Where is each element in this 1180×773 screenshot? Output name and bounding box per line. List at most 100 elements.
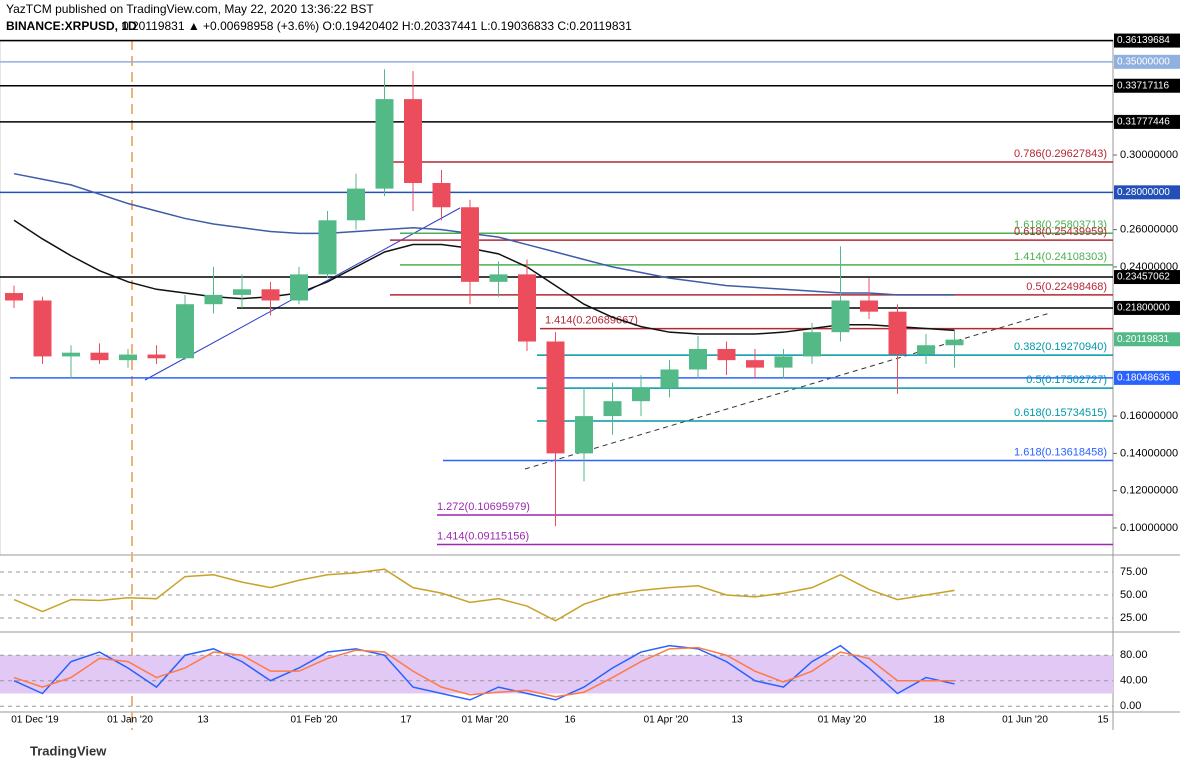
fib-label: 1.618(0.25803713) [1014,219,1107,231]
axis-level-label: 0.31777446 [1117,117,1170,128]
indicator-line [13,568,955,622]
y-tick-label: 0.12000000 [1120,485,1178,497]
x-tick-label: 15 [1097,715,1109,726]
axis-badge [1114,78,1180,93]
candle-body [90,352,109,361]
x-tick-label: 17 [400,715,412,726]
candle-body [945,339,964,346]
candle-body [176,304,194,359]
x-tick-label: 18 [933,715,945,726]
axis-level-label: 0.28000000 [1117,187,1170,198]
candle-body [204,294,223,305]
candle-body [432,183,451,208]
candle-body [803,332,821,357]
candle-body [660,369,679,389]
last-price: 0.20119831 [1117,334,1170,345]
axis-badge [1114,370,1180,385]
y-tick-label: 0.14000000 [1120,447,1178,459]
x-tick-label: 13 [731,715,743,726]
brand: TradingView [30,743,107,758]
axis-level-label: 0.36139684 [1117,35,1170,46]
candle-body [461,207,479,282]
fib-label: 0.618(0.15734515) [1014,407,1107,419]
candle-body [632,388,650,402]
candle-body [603,401,622,417]
y-tick-label: 40.00 [1120,675,1148,687]
fib-label: 0.382(0.19270940) [1014,341,1107,353]
candle-body [518,274,536,342]
axis-badge [1114,185,1180,200]
candle-body [33,300,52,357]
candle-body [147,354,166,359]
fib-label: 1.272(0.10695979) [437,501,530,513]
fib-label: 0.618(0.25439959) [1014,226,1107,238]
candle-body [917,345,935,355]
candle-body [831,300,850,333]
axis-badge [1114,114,1180,129]
candle-body [746,360,764,368]
x-tick-label: 01 Jun '20 [1002,715,1048,726]
last-price-badge [1114,332,1180,347]
y-tick-label: 75.00 [1120,566,1148,578]
candle-body [774,356,793,368]
x-tick-label: 01 May '20 [818,715,867,726]
fib-label: 1.414(0.09115156) [437,530,529,542]
axis-badge [1114,270,1180,285]
y-tick-label: 0.16000000 [1120,410,1178,422]
x-tick-label: 13 [197,715,209,726]
fib-label: 0.786(0.29627843) [1014,148,1107,160]
x-tick-label: 01 Dec '19 [11,715,59,726]
candle-body [261,289,280,301]
candle-body [233,289,251,295]
fib-label: 1.618(0.13618458) [1014,446,1107,458]
fib-label: 0.5(0.22498468) [1026,281,1107,293]
candle-body [318,220,337,275]
indicator-line [13,219,955,335]
candle-body [375,99,394,189]
y-tick-label: 25.00 [1120,612,1148,624]
y-tick-label: 0.00 [1120,700,1141,712]
candle-body [717,348,736,361]
x-tick-label: 01 Mar '20 [462,715,509,726]
candle-body [290,274,308,301]
candle-body [888,311,907,355]
y-tick-label: 0.26000000 [1120,224,1178,236]
axis-level-label: 0.23457062 [1117,272,1170,283]
candle-body [347,188,365,221]
y-tick-label: 0.30000000 [1120,149,1178,161]
x-tick-label: 01 Jan '20 [107,715,153,726]
x-tick-label: 16 [564,715,576,726]
symbol: BINANCE:XRPUSD, 1D [6,19,137,33]
candle-body [5,293,23,301]
y-tick-label: 0.24000000 [1120,261,1178,273]
indicator-line [13,646,955,698]
axis-level-label: 0.35000000 [1117,56,1170,67]
y-tick-label: 50.00 [1120,589,1148,601]
indicator-line [13,172,955,296]
candle-body [489,274,508,282]
trendline [524,312,1051,470]
byline: YazTCM published on TradingView.com, May… [6,2,374,16]
axis-level-label: 0.21800000 [1117,303,1170,314]
candle-body [689,348,707,370]
y-tick-label: 80.00 [1120,649,1148,661]
x-tick-label: 01 Feb '20 [291,715,338,726]
fib-label: 0.5(0.17502727) [1026,374,1107,386]
fib-label: 1.414(0.24108303) [1014,251,1107,263]
candle-body [404,99,422,184]
candle-body [119,354,137,361]
x-tick-label: 01 Apr '20 [644,715,689,726]
candle-body [546,341,565,454]
candle-body [575,416,593,454]
candle-body [860,300,878,312]
axis-badge [1114,33,1180,48]
axis-badge [1114,54,1180,69]
candle-body [62,352,80,357]
band [0,655,1113,694]
axis-badge [1114,300,1180,315]
quote: 0.20119831 ▲ +0.00698958 (+3.6%) O:0.194… [122,19,632,33]
axis-level-label: 0.18048636 [1117,373,1170,384]
axis-level-label: 0.33717116 [1117,80,1170,91]
